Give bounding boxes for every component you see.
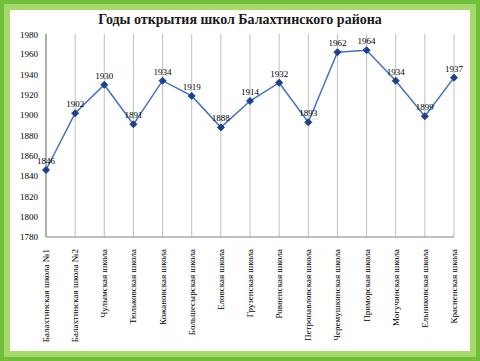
svg-text:1932: 1932: [270, 69, 288, 79]
svg-text:1930: 1930: [95, 71, 114, 81]
svg-text:Петропавловская школа: Петропавловская школа: [303, 249, 313, 341]
svg-text:Еловская школа: Еловская школа: [216, 249, 226, 310]
svg-text:1919: 1919: [183, 82, 202, 92]
svg-text:1920: 1920: [20, 90, 39, 100]
svg-text:1820: 1820: [20, 192, 39, 202]
svg-text:1888: 1888: [212, 113, 231, 123]
svg-text:1934: 1934: [387, 67, 406, 77]
svg-text:1860: 1860: [20, 151, 39, 161]
svg-text:Балахтинская школа №1: Балахтинская школа №1: [41, 249, 51, 342]
svg-text:1893: 1893: [299, 108, 318, 118]
svg-text:1880: 1880: [20, 131, 39, 141]
svg-text:1902: 1902: [66, 99, 84, 109]
svg-text:Могучинская школа: Могучинская школа: [391, 249, 401, 326]
svg-text:Красненская школа: Красненская школа: [449, 249, 459, 323]
svg-text:Тюльковская школа: Тюльковская школа: [128, 249, 138, 324]
svg-text:1780: 1780: [20, 232, 39, 242]
svg-text:1914: 1914: [241, 87, 260, 97]
svg-text:Балахтинская школа №2: Балахтинская школа №2: [70, 249, 80, 342]
svg-text:1964: 1964: [358, 36, 377, 46]
svg-text:1891: 1891: [124, 110, 142, 120]
svg-text:1980: 1980: [20, 30, 39, 40]
svg-text:Ельниковская школа: Ельниковская школа: [420, 249, 430, 328]
svg-text:Чулымская школа: Чулымская школа: [99, 249, 109, 318]
svg-text:1960: 1960: [20, 49, 39, 59]
svg-text:1846: 1846: [37, 156, 56, 166]
html-text:Годы открытия школ Балахтинско: Годы открытия школ Балахтинского района: [98, 12, 382, 27]
svg-text:1900: 1900: [20, 110, 39, 120]
svg-text:1840: 1840: [20, 171, 39, 181]
svg-text:Черемушкинская школа: Черемушкинская школа: [332, 249, 342, 341]
svg-text:1937: 1937: [445, 64, 464, 74]
svg-text:Ровненская школа: Ровненская школа: [274, 249, 284, 319]
svg-text:1962: 1962: [328, 38, 346, 48]
svg-text:1934: 1934: [154, 67, 173, 77]
svg-text:Грузенская школа: Грузенская школа: [245, 249, 255, 317]
svg-text:1940: 1940: [20, 70, 39, 80]
svg-text:1899: 1899: [416, 102, 435, 112]
svg-text:Большесырская школа: Большесырская школа: [187, 249, 197, 335]
svg-text:Кожановская школа: Кожановская школа: [158, 249, 168, 325]
svg-text:1800: 1800: [20, 212, 39, 222]
svg-text:Приморская школа: Приморская школа: [362, 249, 372, 322]
